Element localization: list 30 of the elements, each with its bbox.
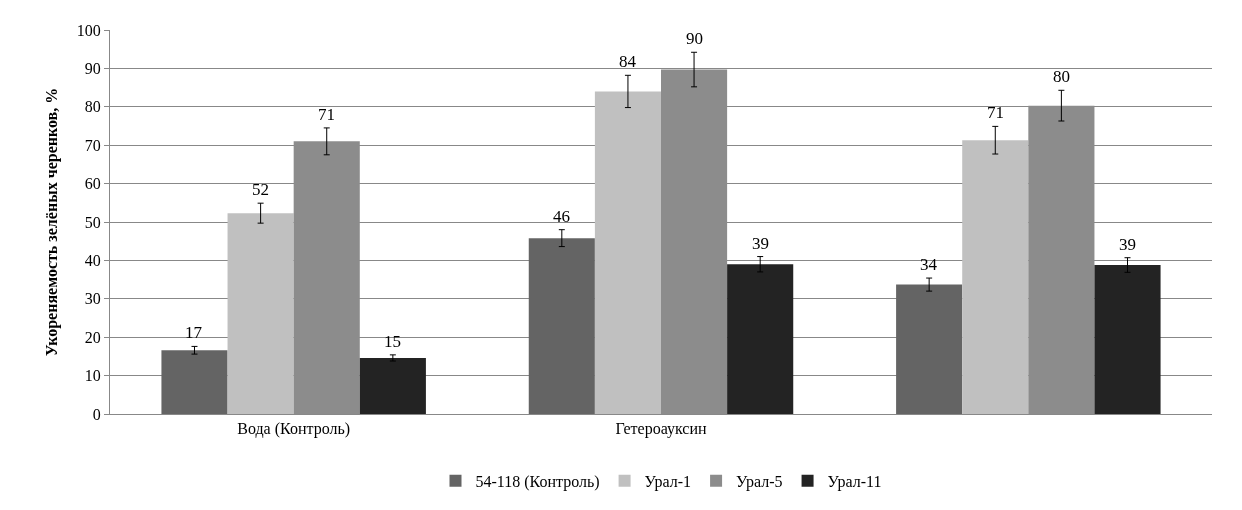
- data-label: 17: [185, 323, 203, 342]
- data-label: 80: [1053, 67, 1070, 86]
- x-tick-label: Вода (Контроль): [237, 420, 351, 439]
- y-tick-label: 40: [84, 252, 101, 269]
- data-label: 34: [920, 255, 938, 274]
- y-tick-label: 0: [92, 405, 101, 423]
- x-tick-label: Гетероауксин: [615, 420, 707, 439]
- data-label: 52: [252, 180, 269, 199]
- data-label: 71: [318, 105, 335, 124]
- data-label: 15: [384, 332, 401, 351]
- legend-label: Урал-1: [644, 473, 692, 492]
- y-tick-label: 70: [84, 136, 101, 154]
- y-tick-label: 10: [84, 367, 101, 385]
- legend-label: 54-118 (Контроль): [475, 473, 600, 492]
- data-label: 46: [553, 207, 570, 226]
- legend-label: Урал-5: [736, 473, 783, 492]
- data-label: 84: [619, 52, 637, 71]
- y-tick-label: 60: [84, 175, 101, 193]
- y-tick-label: 50: [84, 213, 101, 231]
- data-label: 39: [1119, 235, 1136, 254]
- y-tick-label: 100: [76, 21, 101, 39]
- y-tick-label: 20: [84, 328, 101, 346]
- data-label: 39: [752, 234, 769, 253]
- data-label: 71: [987, 103, 1004, 122]
- y-axis-title: Укореняемость зелёных черенков, %: [42, 87, 61, 357]
- data-label: 90: [686, 29, 703, 48]
- legend-label: Урал-11: [827, 473, 882, 492]
- y-tick-label: 90: [84, 60, 101, 77]
- y-tick-label: 80: [84, 98, 101, 116]
- y-tick-label: 30: [84, 290, 101, 308]
